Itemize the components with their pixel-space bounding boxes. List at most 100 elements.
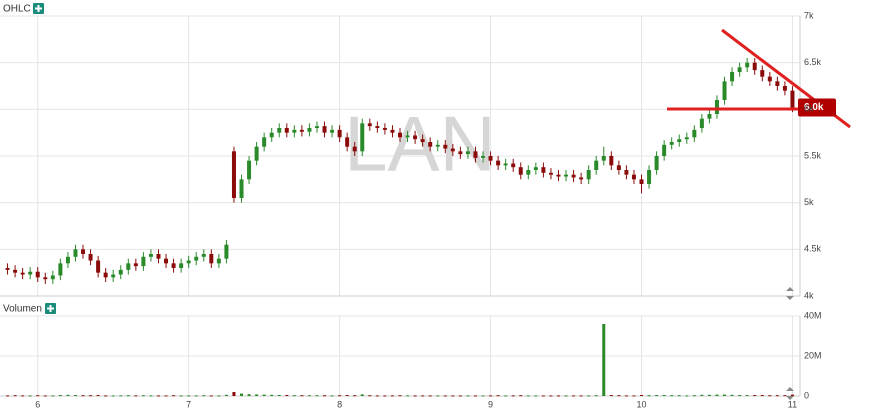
candle-body [103,272,108,278]
candle-body [292,129,297,133]
scroll-arrow[interactable] [786,287,794,291]
volume-bar [323,395,327,397]
volume-bar [760,395,764,396]
volume-bar [111,395,115,397]
candle-body [684,137,689,140]
volume-bar [232,392,236,396]
last-price-label: 6.0k [804,102,824,113]
volume-bar [51,395,55,397]
volume-bar [13,395,17,397]
volume-bar [255,394,259,396]
candle-body [511,163,516,168]
candle-body [616,165,621,170]
candle-body [111,274,116,278]
candle-body [730,72,735,82]
volume-bar [194,395,198,397]
price-panel-title: OHLC [3,4,31,15]
volume-bar [579,395,583,397]
y-tick-label: 6k [804,104,814,114]
scroll-arrow[interactable] [786,387,794,391]
candle-body [533,167,538,170]
volume-bar [360,394,364,396]
candle-body [488,156,493,161]
candle-body [73,249,78,257]
candle-body [458,151,463,155]
candle-body [224,244,229,259]
candle-body [669,142,674,145]
add-indicator-button[interactable] [33,3,44,14]
candle-body [28,271,33,275]
scroll-arrow[interactable] [786,396,794,400]
volume-bar [564,395,568,397]
volume-bar [375,395,379,397]
volume-panel-title: Volumen [3,304,42,315]
volume-bar [556,395,560,397]
candle-body [677,139,682,142]
volume-bar [96,395,100,396]
volume-bar [572,395,576,397]
candle-body [579,177,584,180]
candle-body [662,144,667,156]
volume-bar [428,395,432,397]
candle-body [548,172,553,175]
candle-body [586,170,591,180]
volume-bar [775,395,779,397]
volume-bar [383,395,387,397]
candle-body [269,132,274,138]
y-tick-label: 5.5k [804,150,822,160]
volume-bar [119,395,123,397]
volume-bar [277,395,281,396]
volume-bar [436,395,440,397]
candle-body [164,258,169,264]
candle-body [714,100,719,114]
candle-body [148,254,153,257]
candle-body [594,160,599,170]
volume-bar [768,395,772,397]
scroll-arrow[interactable] [786,296,794,300]
volume-bar [315,395,319,397]
volume-bar [526,395,530,397]
candle-body [398,132,402,138]
volume-bar [473,395,477,397]
volume-bar [398,395,402,397]
candle-body [639,179,644,184]
x-tick-label: 9 [488,399,493,409]
volume-bar [421,395,425,397]
candle-body [277,128,282,133]
candle-body [647,170,652,184]
candle-body [699,118,704,128]
candle-body [5,268,10,270]
candle-body [382,128,387,130]
candle-body [450,148,455,152]
candle-body [752,62,757,71]
candle-body [194,256,199,261]
volume-bar [451,395,455,397]
volume-bar [43,395,47,397]
volume-bar [202,395,206,397]
volume-bar [390,395,394,397]
volume-bar [617,395,621,397]
volume-bar [156,395,160,397]
volume-bar [240,393,244,396]
volume-bar [677,395,681,397]
last-price-box [798,98,836,117]
candle-body [782,86,787,91]
candle-body [314,126,319,128]
candle-body [360,123,365,152]
candle-body [654,156,659,170]
volume-bar [300,395,304,397]
volume-bar [81,395,85,397]
candle-body [767,76,772,82]
candle-body [790,90,795,108]
volume-bar [790,394,794,396]
add-volume-indicator-button[interactable] [45,303,56,314]
x-tick-label: 6 [35,399,40,409]
candle-body [526,170,531,175]
y-tick-label: 4.5k [804,244,822,254]
volume-bar [707,394,711,396]
candle-body [518,167,523,175]
volume-bar [73,395,77,396]
candle-body [299,129,304,132]
volume-bar [662,395,666,396]
candle-body [465,151,470,155]
